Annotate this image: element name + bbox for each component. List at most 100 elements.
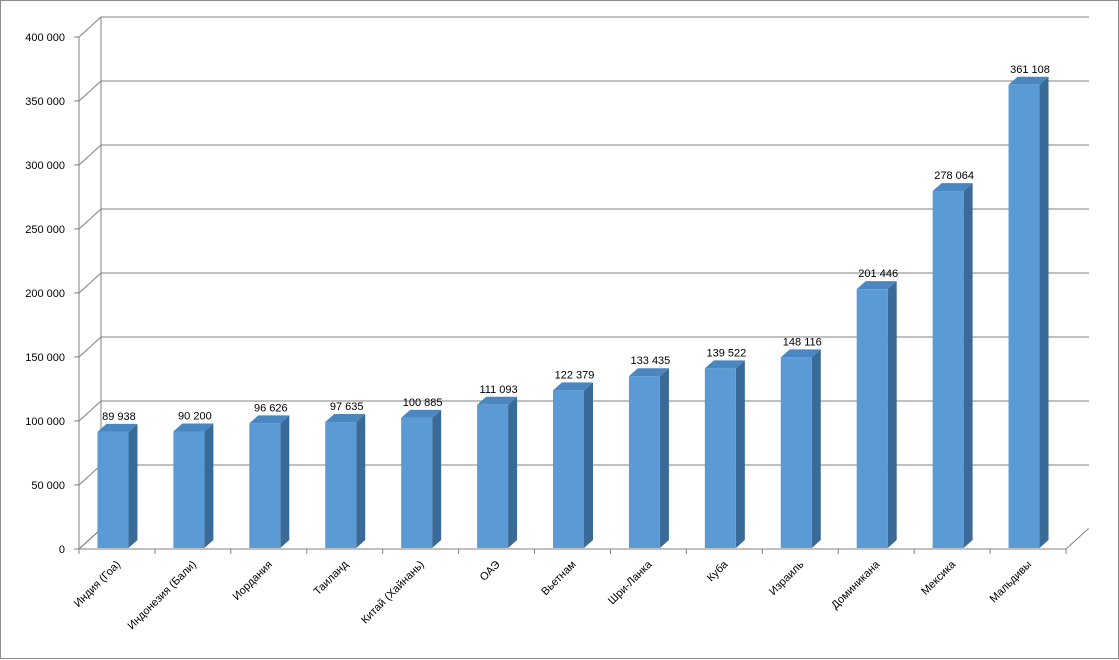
bar-top [325,414,366,423]
bar-front [932,191,964,549]
bar-side [508,396,518,548]
y-tick-label: 150 000 [25,352,65,364]
category-label: Шри-Ланка [606,558,655,607]
data-label: 90 200 [178,411,212,423]
y-tick-label: 0 [59,544,65,556]
category-label: Иордания [231,559,275,603]
bar-front [401,417,433,548]
bar-front [704,368,736,548]
gridline-depth [78,144,102,166]
bar-side [204,423,214,548]
bar-top [856,281,897,290]
bar-top [780,349,821,358]
y-tick-label: 250 000 [25,224,65,236]
bar [553,382,593,548]
bar-side [1039,76,1049,548]
bar [856,281,897,548]
bar-top [249,415,290,424]
category-label: Куба [705,558,731,584]
bar-front [477,404,509,548]
bar-front [780,357,812,548]
bar-top [401,409,442,418]
y-tick-label: 350 000 [25,96,65,108]
bar-top [173,423,214,432]
category-label: Мальдивы [988,559,1035,606]
bar-side [811,349,821,548]
bar-side [963,183,973,549]
bar-side [280,415,290,548]
gridline-depth [78,80,102,102]
bar-side [887,281,897,548]
bar [1008,76,1049,548]
data-label: 139 522 [706,347,746,359]
category-label: Таиланд [312,558,352,598]
bar [325,414,366,548]
y-tick-label: 100 000 [25,416,65,428]
bar-side [584,382,593,548]
bar-top [553,382,593,391]
category-label: Китай (Хайнань) [359,559,427,627]
bar-top [628,368,669,377]
data-label: 100 885 [403,397,443,409]
category-label: Индия (Гоа) [72,559,123,610]
bar-top [1008,76,1049,85]
data-label: 111 093 [480,384,518,396]
bar-front [856,289,888,548]
bar [173,423,214,548]
bar-side [659,368,669,548]
y-tick-label: 200 000 [25,288,65,300]
data-label: 148 116 [783,336,822,348]
bar [704,360,745,548]
bar [628,368,669,548]
bar [477,396,518,548]
data-label: 201 446 [858,268,898,280]
y-tick-label: 400 000 [25,32,65,44]
gridline-depth [78,400,102,422]
category-label: Доминикана [829,558,883,612]
gridline-depth [78,16,102,38]
bar-side [356,414,366,548]
floor [79,528,1089,550]
bar [932,183,973,549]
gridline-depth [78,464,102,486]
y-tick-label: 300 000 [25,160,65,172]
bar-top [477,396,518,405]
bar-side [432,409,442,548]
floor-left-edge [78,528,102,550]
data-label: 122 379 [555,369,595,381]
bar-front [325,422,357,548]
bar-top [97,423,138,432]
bar [249,415,290,548]
bar-front [1008,84,1040,548]
gridline-depth [78,272,102,294]
bar [780,349,821,548]
category-label: Вьетнам [539,559,578,598]
bar-front [97,431,129,548]
category-label: Мексика [919,558,959,598]
data-label: 96 626 [254,402,288,414]
category-label: ОАЭ [478,559,503,584]
data-label: 89 938 [102,411,136,423]
bar [97,423,138,548]
data-label: 133 435 [631,355,671,367]
bar-top [704,360,745,369]
data-label: 278 064 [934,170,974,182]
data-label: 97 635 [330,401,364,413]
bars: 89 938 Индия (Гоа) 90 200 Индонезия (Бали) 9… [72,64,1050,632]
bar-side [128,423,138,548]
bar-front [553,390,584,548]
bar-front [628,376,660,548]
bar-front [249,423,281,548]
bar-side [735,360,745,548]
data-label: 361 108 [1010,64,1050,76]
category-label: Индонезия (Бали) [126,559,199,632]
bar [401,409,442,548]
y-tick-label: 50 000 [31,480,65,492]
bar-front [173,431,205,548]
gridline-depth [78,208,102,230]
bar-top [932,183,973,192]
gridline-depth [78,336,102,358]
category-label: Израиль [767,558,806,597]
